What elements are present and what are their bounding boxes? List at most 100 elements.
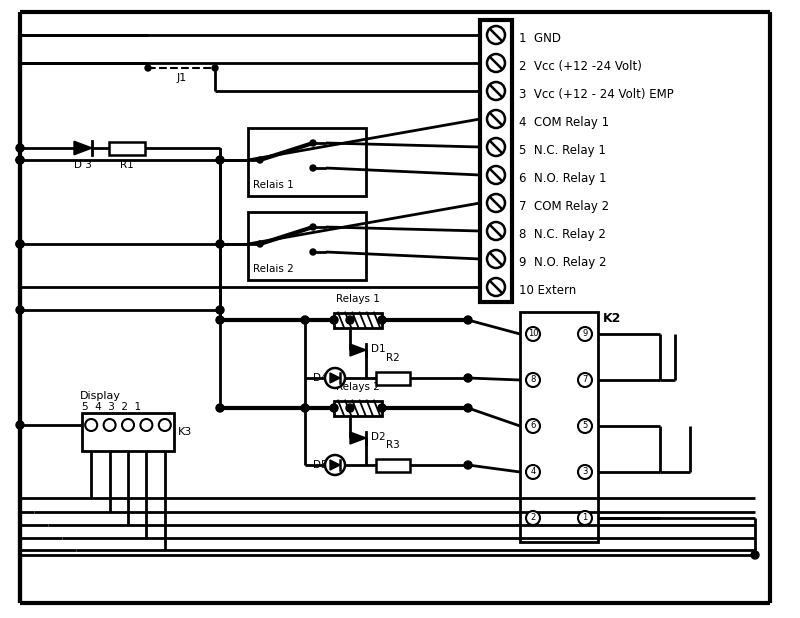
Circle shape <box>16 156 24 164</box>
Circle shape <box>16 240 24 248</box>
Text: 10: 10 <box>528 329 538 338</box>
Circle shape <box>330 316 338 324</box>
Circle shape <box>487 110 505 128</box>
Circle shape <box>16 144 24 152</box>
Circle shape <box>526 327 540 341</box>
Circle shape <box>16 156 24 164</box>
Circle shape <box>16 240 24 248</box>
Text: K3: K3 <box>178 427 192 437</box>
Text: 7  COM Relay 2: 7 COM Relay 2 <box>519 200 609 213</box>
Circle shape <box>526 465 540 479</box>
Circle shape <box>487 54 505 72</box>
Circle shape <box>346 404 354 412</box>
Polygon shape <box>74 142 92 154</box>
Text: 8: 8 <box>530 375 536 384</box>
Text: 5: 5 <box>582 421 588 430</box>
Text: R3: R3 <box>386 440 400 450</box>
Circle shape <box>325 455 345 475</box>
Bar <box>334 400 382 415</box>
Text: 6: 6 <box>530 421 536 430</box>
Circle shape <box>16 421 24 429</box>
Bar <box>376 371 410 384</box>
Circle shape <box>346 316 354 324</box>
Bar <box>376 459 410 472</box>
Circle shape <box>216 316 224 324</box>
Bar <box>248 212 366 280</box>
Circle shape <box>310 165 316 171</box>
Circle shape <box>578 465 592 479</box>
Text: K2: K2 <box>603 312 622 325</box>
Circle shape <box>145 65 151 71</box>
Text: Relays 1: Relays 1 <box>336 294 380 304</box>
Text: 8  N.C. Relay 2: 8 N.C. Relay 2 <box>519 227 606 240</box>
Text: Relays 2: Relays 2 <box>336 382 380 392</box>
Text: Relais 2: Relais 2 <box>253 264 294 274</box>
Circle shape <box>310 249 316 255</box>
Text: 1: 1 <box>582 513 588 522</box>
Text: Display: Display <box>80 391 121 401</box>
Circle shape <box>578 327 592 341</box>
Circle shape <box>464 374 472 382</box>
Text: 2  Vcc (+12 -24 Volt): 2 Vcc (+12 -24 Volt) <box>519 59 642 72</box>
Bar <box>334 313 382 328</box>
Circle shape <box>310 140 316 146</box>
Circle shape <box>378 404 386 412</box>
Circle shape <box>325 368 345 388</box>
Text: 9  N.O. Relay 2: 9 N.O. Relay 2 <box>519 255 606 268</box>
Text: 10 Extern: 10 Extern <box>519 284 576 297</box>
Circle shape <box>378 316 386 324</box>
Circle shape <box>487 82 505 100</box>
Bar <box>109 142 145 154</box>
Polygon shape <box>330 460 340 470</box>
Polygon shape <box>350 432 366 444</box>
Circle shape <box>216 156 224 164</box>
Circle shape <box>330 404 338 412</box>
Text: D4: D4 <box>313 373 328 383</box>
Circle shape <box>487 26 505 44</box>
Text: D5: D5 <box>313 460 328 470</box>
Text: J1: J1 <box>176 73 186 83</box>
Circle shape <box>487 138 505 156</box>
Circle shape <box>751 551 759 559</box>
Circle shape <box>487 278 505 296</box>
Circle shape <box>141 419 153 431</box>
Circle shape <box>257 241 263 247</box>
Circle shape <box>104 419 116 431</box>
Text: 1  GND: 1 GND <box>519 32 561 44</box>
Circle shape <box>216 240 224 248</box>
Polygon shape <box>330 373 340 383</box>
Text: D 3: D 3 <box>74 160 92 170</box>
Circle shape <box>578 511 592 525</box>
Text: R2: R2 <box>386 353 400 363</box>
Circle shape <box>487 250 505 268</box>
Text: 9: 9 <box>582 329 588 338</box>
Circle shape <box>257 157 263 163</box>
Circle shape <box>301 316 309 324</box>
Text: 4: 4 <box>530 467 536 476</box>
Circle shape <box>487 194 505 212</box>
Circle shape <box>122 419 134 431</box>
Text: Relais 1: Relais 1 <box>253 180 294 190</box>
Circle shape <box>310 224 316 230</box>
Circle shape <box>464 316 472 324</box>
Circle shape <box>578 373 592 387</box>
Bar <box>480 20 512 302</box>
Circle shape <box>16 306 24 314</box>
Text: 3  Vcc (+12 - 24 Volt) EMP: 3 Vcc (+12 - 24 Volt) EMP <box>519 88 674 101</box>
Text: 5  N.C. Relay 1: 5 N.C. Relay 1 <box>519 143 606 156</box>
Circle shape <box>487 222 505 240</box>
Text: 3: 3 <box>582 467 588 476</box>
Text: 5  4  3  2  1: 5 4 3 2 1 <box>82 402 141 412</box>
Circle shape <box>526 511 540 525</box>
Circle shape <box>86 419 98 431</box>
Text: 7: 7 <box>582 375 588 384</box>
Text: 6  N.O. Relay 1: 6 N.O. Relay 1 <box>519 172 606 185</box>
Circle shape <box>487 166 505 184</box>
Circle shape <box>301 404 309 412</box>
Text: R1: R1 <box>120 160 134 170</box>
Text: D1: D1 <box>371 344 386 354</box>
Circle shape <box>212 65 218 71</box>
Text: 2: 2 <box>530 513 536 522</box>
Circle shape <box>526 419 540 433</box>
Circle shape <box>216 306 224 314</box>
